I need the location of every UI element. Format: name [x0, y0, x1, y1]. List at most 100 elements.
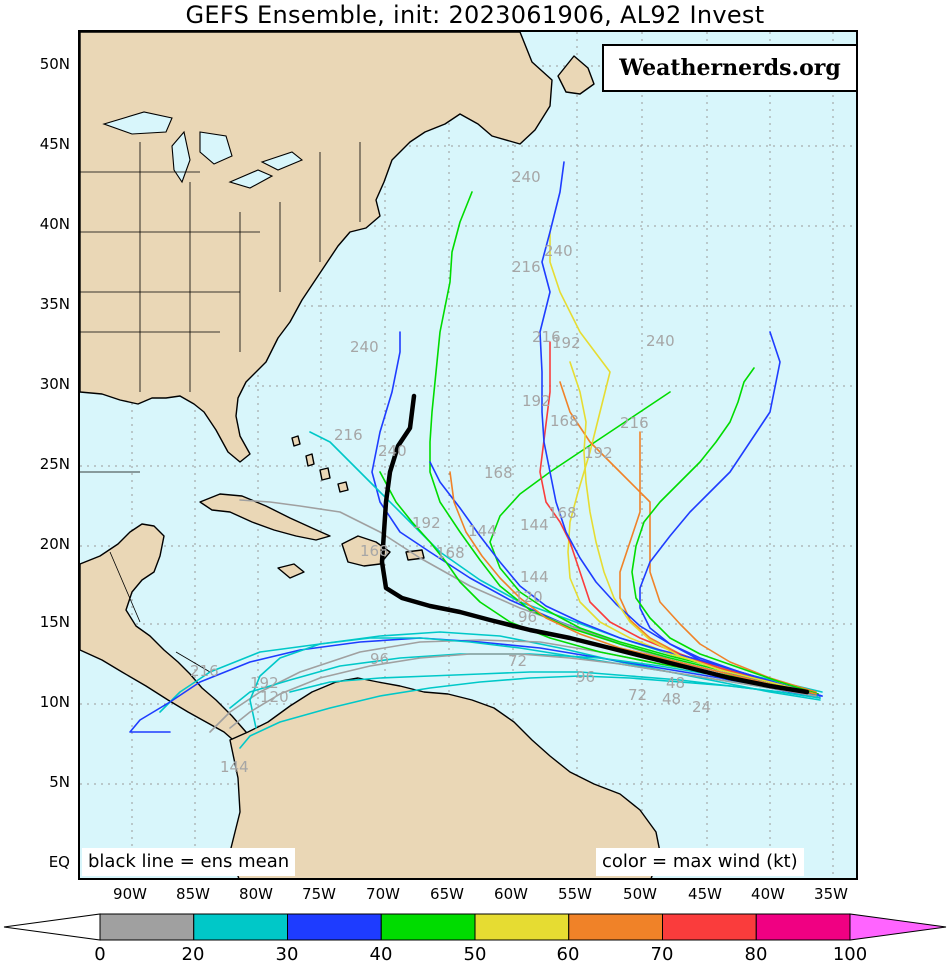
lon-label-35w: 35W: [814, 885, 848, 903]
hour-label: 168: [484, 464, 513, 482]
hour-label: 216: [512, 258, 541, 276]
lat-label-15n: 15N: [39, 613, 70, 631]
hour-label: 240: [544, 242, 573, 260]
lat-label-eq: EQ: [48, 853, 70, 871]
hour-label: 144: [220, 758, 249, 776]
hour-label: 192: [412, 514, 441, 532]
colorbar-tick: 0: [94, 944, 106, 965]
hour-labels: 240 240 216 240 216 192 240 216 192 168 …: [190, 168, 711, 776]
colorbar-tick: 40: [369, 944, 393, 965]
hour-label: 192: [552, 334, 581, 352]
hour-label: 96: [518, 608, 537, 626]
lon-label-60w: 60W: [494, 885, 528, 903]
lon-label-70w: 70W: [366, 885, 400, 903]
wind-color-note: color = max wind (kt): [596, 848, 804, 876]
colorbar-bin: [99, 913, 195, 941]
hour-label: 216: [190, 662, 219, 680]
member-track: [159, 631, 821, 713]
hour-label: 48: [662, 690, 681, 708]
colorbar-tick: 80: [744, 944, 768, 965]
lat-label-45n: 45N: [39, 135, 70, 153]
map-title: GEFS Ensemble, init: 2023061906, AL92 In…: [185, 1, 765, 29]
great-lakes: [102, 111, 304, 189]
lon-label-80w: 80W: [239, 885, 273, 903]
member-track: [539, 161, 821, 697]
hour-label: 192: [584, 444, 613, 462]
wind-colorbar: [3, 913, 947, 941]
hour-label: 144: [468, 522, 497, 540]
lat-label-10n: 10N: [39, 693, 70, 711]
lon-label-90w: 90W: [113, 885, 147, 903]
hour-label: 192: [250, 674, 279, 692]
land-masses: [80, 32, 661, 878]
member-track: [549, 231, 819, 695]
member-track: [129, 637, 821, 733]
colorbar-tick: 60: [556, 944, 580, 965]
member-track: [489, 391, 819, 695]
hour-label: 48: [666, 674, 685, 692]
cuba-landmass: [199, 493, 331, 541]
hispaniola-landmass: [341, 535, 391, 567]
newfoundland-landmass: [557, 55, 595, 95]
member-track: [239, 675, 821, 749]
hour-label: 216: [620, 414, 649, 432]
mean-line-note: black line = ens mean: [82, 848, 296, 876]
hour-label: 192: [522, 392, 551, 410]
brand-watermark: Weathernerds.org: [602, 44, 858, 92]
lat-label-40n: 40N: [39, 215, 70, 233]
member-track: [539, 341, 819, 695]
lat-label-35n: 35N: [39, 295, 70, 313]
lat-label-20n: 20N: [39, 535, 70, 553]
lat-label-5n: 5N: [49, 773, 70, 791]
colorbar-over-arrow: [849, 913, 947, 941]
hour-label: 120: [514, 588, 543, 606]
colorbar-tick: 50: [463, 944, 487, 965]
member-track: [429, 461, 823, 697]
colorbar-bin: [287, 913, 382, 941]
lon-label-65w: 65W: [430, 885, 464, 903]
colorbar-bin: [755, 913, 851, 941]
hour-label: 120: [260, 688, 289, 706]
colorbar-bin: [193, 913, 288, 941]
lon-label-85w: 85W: [176, 885, 210, 903]
hour-label: 168: [360, 542, 389, 560]
mexico-central-america-landmass: [80, 523, 253, 749]
north-america-landmass: [80, 32, 553, 463]
hour-label: 72: [628, 686, 647, 704]
hour-label: 72: [508, 652, 527, 670]
hour-label: 168: [548, 504, 577, 522]
colorbar-bin: [568, 913, 663, 941]
lat-label-50n: 50N: [39, 55, 70, 73]
member-track: [229, 653, 817, 729]
member-track: [631, 367, 819, 695]
colorbar-bin: [380, 913, 476, 941]
colorbar-tick: 20: [181, 944, 205, 965]
hour-label: 168: [550, 412, 579, 430]
colorbar-bin: [662, 913, 757, 941]
hour-label: 240: [646, 332, 675, 350]
member-track: [559, 381, 817, 693]
colorbar-tick: 100: [832, 944, 868, 965]
jamaica-landmass: [277, 563, 305, 579]
lat-label-25n: 25N: [39, 455, 70, 473]
lon-label-75w: 75W: [302, 885, 336, 903]
hour-label: 168: [436, 544, 465, 562]
hour-label: 240: [350, 338, 379, 356]
south-america-landmass: [229, 677, 661, 878]
track-map: 240 240 216 240 216 192 240 216 192 168 …: [80, 32, 856, 878]
hour-label: 24: [692, 698, 711, 716]
lon-label-50w: 50W: [623, 885, 657, 903]
ensemble-mean-track: [379, 393, 810, 695]
map-panel: 240 240 216 240 216 192 240 216 192 168 …: [78, 30, 858, 880]
hour-label: 216: [334, 426, 363, 444]
colorbar-under-arrow: [3, 913, 101, 941]
member-track: [569, 361, 817, 695]
member-track: [449, 471, 817, 695]
lon-label-55w: 55W: [558, 885, 592, 903]
colorbar-tick: 70: [650, 944, 674, 965]
bahamas-islands: [291, 435, 349, 493]
colorbar-tick: 30: [275, 944, 299, 965]
lon-label-45w: 45W: [688, 885, 722, 903]
hour-label: 96: [370, 650, 389, 668]
colorbar-bin: [474, 913, 570, 941]
